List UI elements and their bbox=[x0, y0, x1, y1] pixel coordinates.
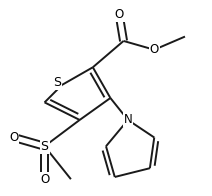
Text: N: N bbox=[124, 113, 132, 126]
Text: S: S bbox=[53, 76, 61, 89]
Text: O: O bbox=[40, 173, 49, 186]
Text: S: S bbox=[40, 140, 49, 153]
Text: O: O bbox=[9, 131, 18, 144]
Text: O: O bbox=[150, 43, 159, 56]
Text: O: O bbox=[114, 8, 124, 21]
